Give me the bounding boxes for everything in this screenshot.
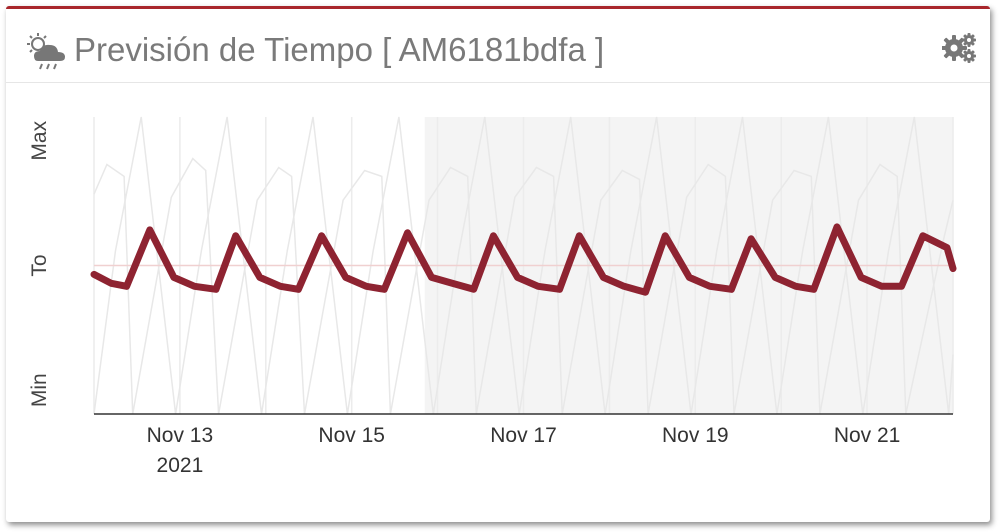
x-tick-label: Nov 19 [662,424,729,447]
x-tick-sublabel: 2021 [157,454,204,477]
x-tick-label: Nov 17 [490,424,557,447]
x-tick-label: Nov 15 [318,424,385,447]
series-line-main [90,223,957,296]
forecast-chart: Max To Min Nov 13 2021 Nov 15 Nov 17 Nov 19 Nov… [28,116,957,477]
card-header: Previsión de Tiempo [ AM6181bdfa ] [6,9,990,83]
x-tick-label: Nov 13 [147,424,214,447]
y-tick-label: To [28,254,51,276]
y-tick-label: Max [28,120,51,160]
y-tick-label: Min [28,373,51,407]
x-tick-label: Nov 21 [834,424,901,447]
weather-forecast-card: Previsión de Tiempo [ AM6181bdfa ] [6,6,990,522]
card-title: Previsión de Tiempo [ AM6181bdfa ] [74,31,605,68]
series-line-max-faint [93,157,954,415]
gears-icon[interactable] [942,31,976,63]
series-line-min-faint [93,116,954,415]
weather-cloud-sun-rain-icon [27,33,65,70]
